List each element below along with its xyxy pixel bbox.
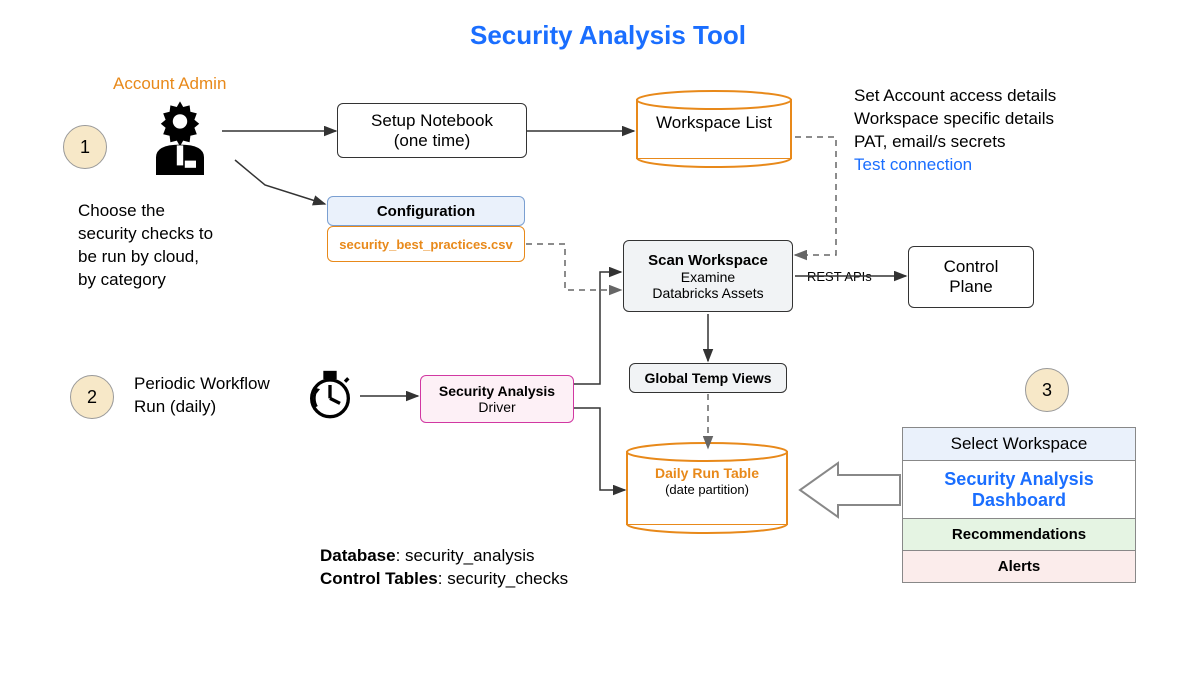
account-admin-icon	[140, 95, 220, 175]
dashboard-row-2: Recommendations	[902, 519, 1136, 551]
scan-workspace-box: Scan WorkspaceExamineDatabricks Assets	[623, 240, 793, 312]
choose-checks-text: Choose thesecurity checks tobe run by cl…	[78, 200, 213, 292]
setup-notebook-box: Setup Notebook(one time)	[337, 103, 527, 158]
workspace-list-cylinder: Workspace List	[636, 100, 792, 158]
step-1-circle: 1	[63, 125, 107, 169]
configuration-file-box: security_best_practices.csv	[327, 226, 525, 262]
periodic-workflow-text: Periodic WorkflowRun (daily)	[134, 373, 270, 419]
rest-apis-label: REST APIs	[807, 268, 872, 286]
diagram-title: Security Analysis Tool	[470, 20, 746, 51]
dashboard-panel: Select WorkspaceSecurity AnalysisDashboa…	[902, 427, 1136, 583]
control-plane-box: ControlPlane	[908, 246, 1034, 308]
dashboard-row-1: Security AnalysisDashboard	[902, 461, 1136, 519]
configuration-header-box: Configuration	[327, 196, 525, 226]
daily-run-table-cylinder: Daily Run Table(date partition)	[626, 452, 788, 524]
global-temp-views-box: Global Temp Views	[629, 363, 787, 393]
dashboard-row-3: Alerts	[902, 551, 1136, 583]
account-admin-label: Account Admin	[113, 73, 226, 96]
dashboard-row-0: Select Workspace	[902, 427, 1136, 461]
step-2-circle: 2	[70, 375, 114, 419]
database-info-text: Database: security_analysisControl Table…	[320, 545, 568, 591]
stopwatch-icon	[305, 370, 355, 420]
access-details-text: Set Account access detailsWorkspace spec…	[854, 85, 1056, 177]
step-3-circle: 3	[1025, 368, 1069, 412]
security-analysis-driver-box: Security AnalysisDriver	[420, 375, 574, 423]
